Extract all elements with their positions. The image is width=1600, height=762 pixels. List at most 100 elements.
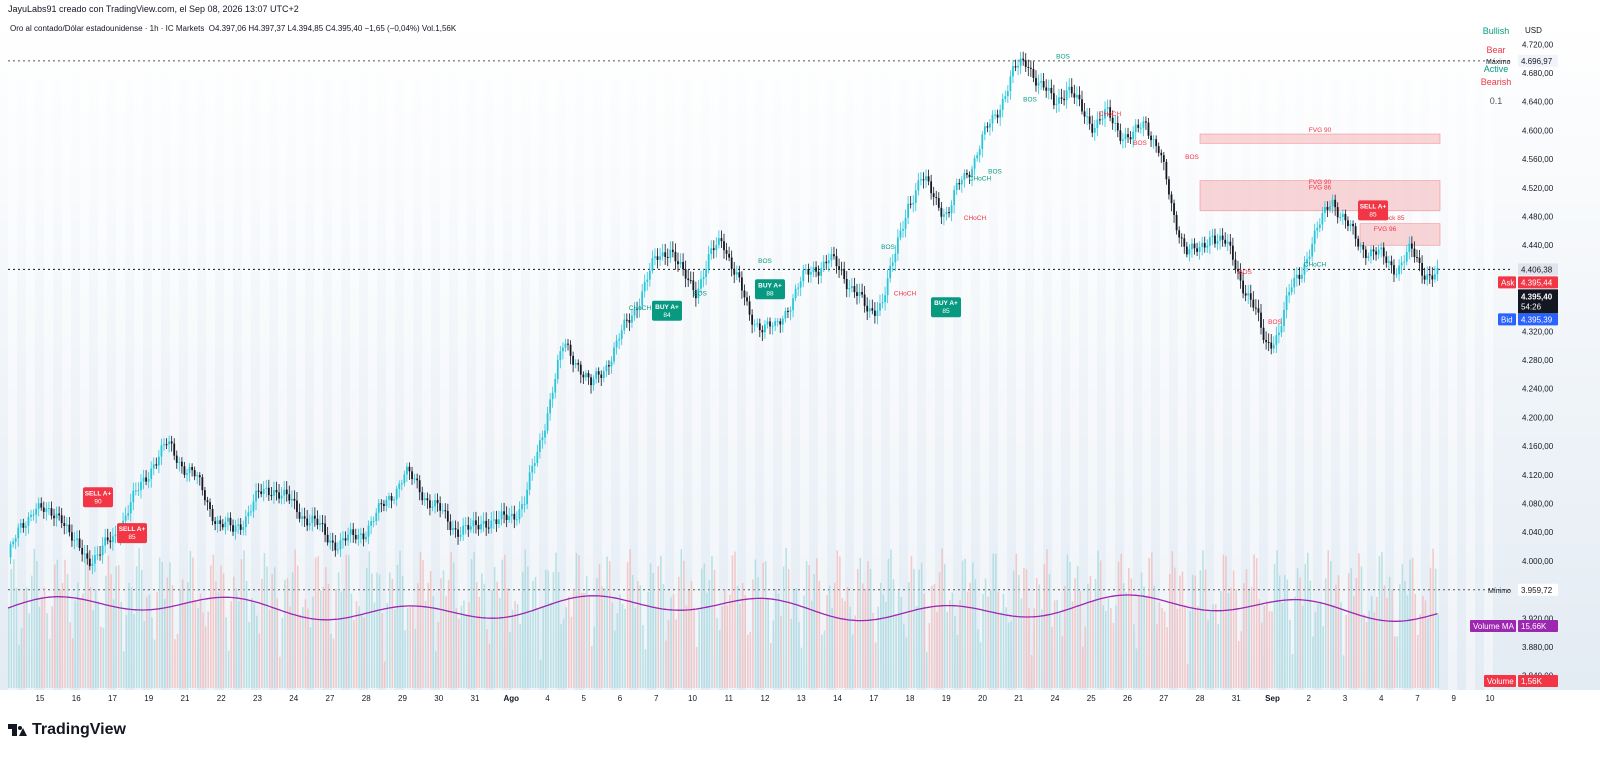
volume-bar — [89, 586, 92, 688]
candle-body — [515, 519, 518, 521]
sell-signal-badge: SELL A+85 — [117, 523, 147, 544]
candle-body — [625, 319, 628, 321]
volume-bar — [785, 548, 787, 688]
candle-body — [1063, 98, 1065, 101]
candle-body — [145, 477, 147, 482]
candle-body — [1134, 124, 1137, 132]
volume-bar — [800, 647, 803, 688]
candle-body — [73, 539, 76, 541]
candle-body — [429, 500, 431, 508]
stripe — [26, 22, 35, 690]
volume-bar — [330, 633, 332, 688]
price-tick: 4.440,00 — [1522, 241, 1554, 250]
volume-bar — [979, 642, 982, 688]
volume-bar — [74, 600, 77, 688]
volume-bar — [882, 594, 885, 688]
candle-body — [362, 533, 365, 540]
stripe — [170, 22, 179, 690]
structure-label: FVG 96 — [1374, 226, 1397, 233]
volume-bar — [41, 597, 43, 688]
volume-bar — [1289, 620, 1291, 688]
volume-bar — [452, 562, 455, 688]
candle-body — [214, 521, 217, 524]
level-value-bg — [1518, 263, 1558, 276]
candle-body — [1191, 243, 1193, 250]
candle-body — [943, 214, 945, 217]
candle-body — [707, 253, 710, 270]
candle-body — [454, 528, 457, 530]
candle-body — [436, 499, 439, 504]
volume-bar — [1237, 641, 1240, 688]
candle-body — [137, 490, 140, 492]
volume-bar — [977, 629, 979, 688]
volume-bar — [519, 623, 521, 688]
stripe — [1106, 22, 1115, 690]
candle-body — [1139, 127, 1142, 129]
stripe — [782, 22, 791, 690]
candle-body — [554, 379, 557, 393]
volume-bar — [1345, 614, 1347, 688]
candle-body — [27, 516, 30, 526]
candle-body — [132, 490, 135, 503]
volume-bar — [690, 581, 693, 688]
volume-bar — [281, 618, 284, 688]
symbol-name[interactable]: Oro al contado/Dólar estadounidense — [10, 24, 143, 33]
fvg-zones — [1199, 133, 1441, 246]
candle-body — [1042, 81, 1045, 88]
volume-bar — [954, 616, 956, 688]
price-axis[interactable]: USD 4.720,00 4.680,00 4.640,00 4.600,00 4.560… — [1470, 26, 1558, 687]
volume-bar — [585, 576, 588, 688]
candle-body — [239, 524, 242, 530]
volume-bar — [685, 605, 688, 688]
candle-body — [1272, 344, 1275, 349]
volume-bar — [1416, 634, 1419, 688]
volume-bar — [734, 551, 736, 688]
candle-body — [1078, 94, 1081, 100]
time-tick: 13 — [797, 694, 806, 703]
candle-body — [564, 343, 567, 348]
candle-body — [293, 498, 296, 501]
volume-bar — [887, 558, 890, 688]
candle-body — [111, 536, 114, 543]
time-axis[interactable]: 15 16 17 19 21 22 23 24 27 28 29 30 31 Ago 4 5 6 7 10 11 12 1… — [0, 690, 1600, 712]
stripe — [944, 22, 953, 690]
volume-bar — [59, 590, 61, 688]
volume-bar — [468, 602, 470, 688]
volume-bar — [1232, 570, 1235, 688]
candle-body — [342, 538, 344, 541]
volume-bar — [133, 614, 135, 688]
volume-bar — [140, 569, 143, 688]
price-chart[interactable]: BOSCHoCHBOSBOSCHoCHBOSBOSBOSCHoCHBOSBOSB… — [0, 0, 1600, 712]
stripe — [224, 22, 233, 690]
interval[interactable]: 1h — [149, 24, 159, 33]
candle-body — [316, 518, 319, 525]
volume-bar — [624, 608, 626, 688]
volume-bar — [409, 606, 412, 688]
candle-body — [140, 481, 142, 491]
candle-body — [1035, 77, 1037, 86]
candle-body — [1162, 155, 1165, 162]
volume-bar — [573, 588, 575, 688]
candle-body — [42, 507, 45, 512]
time-tick: 22 — [217, 694, 226, 703]
candle-body — [1382, 247, 1385, 257]
volume-bar — [429, 570, 432, 688]
tradingview-logo[interactable]: TradingView — [8, 721, 126, 739]
stripe — [44, 22, 53, 690]
stripe — [872, 22, 881, 690]
volume-bar — [498, 597, 501, 688]
volume-bar — [1432, 548, 1434, 688]
indicator-panel: Bullish Bear Active Bearish 0.1 — [1466, 26, 1526, 115]
candle-body — [503, 511, 505, 515]
volume-bar — [1071, 601, 1074, 688]
symbol-legend[interactable]: Oro al contado/Dólar estadounidense · 1h… — [10, 24, 457, 33]
candle-body — [896, 237, 899, 254]
candle-body — [1242, 280, 1244, 294]
candle-body — [756, 323, 759, 325]
candle-body — [232, 525, 234, 532]
candle-body — [406, 466, 408, 475]
volume-bar — [780, 615, 782, 688]
volume-bar — [718, 630, 721, 688]
volume-bar — [511, 609, 514, 688]
volume-bar — [1330, 561, 1332, 688]
